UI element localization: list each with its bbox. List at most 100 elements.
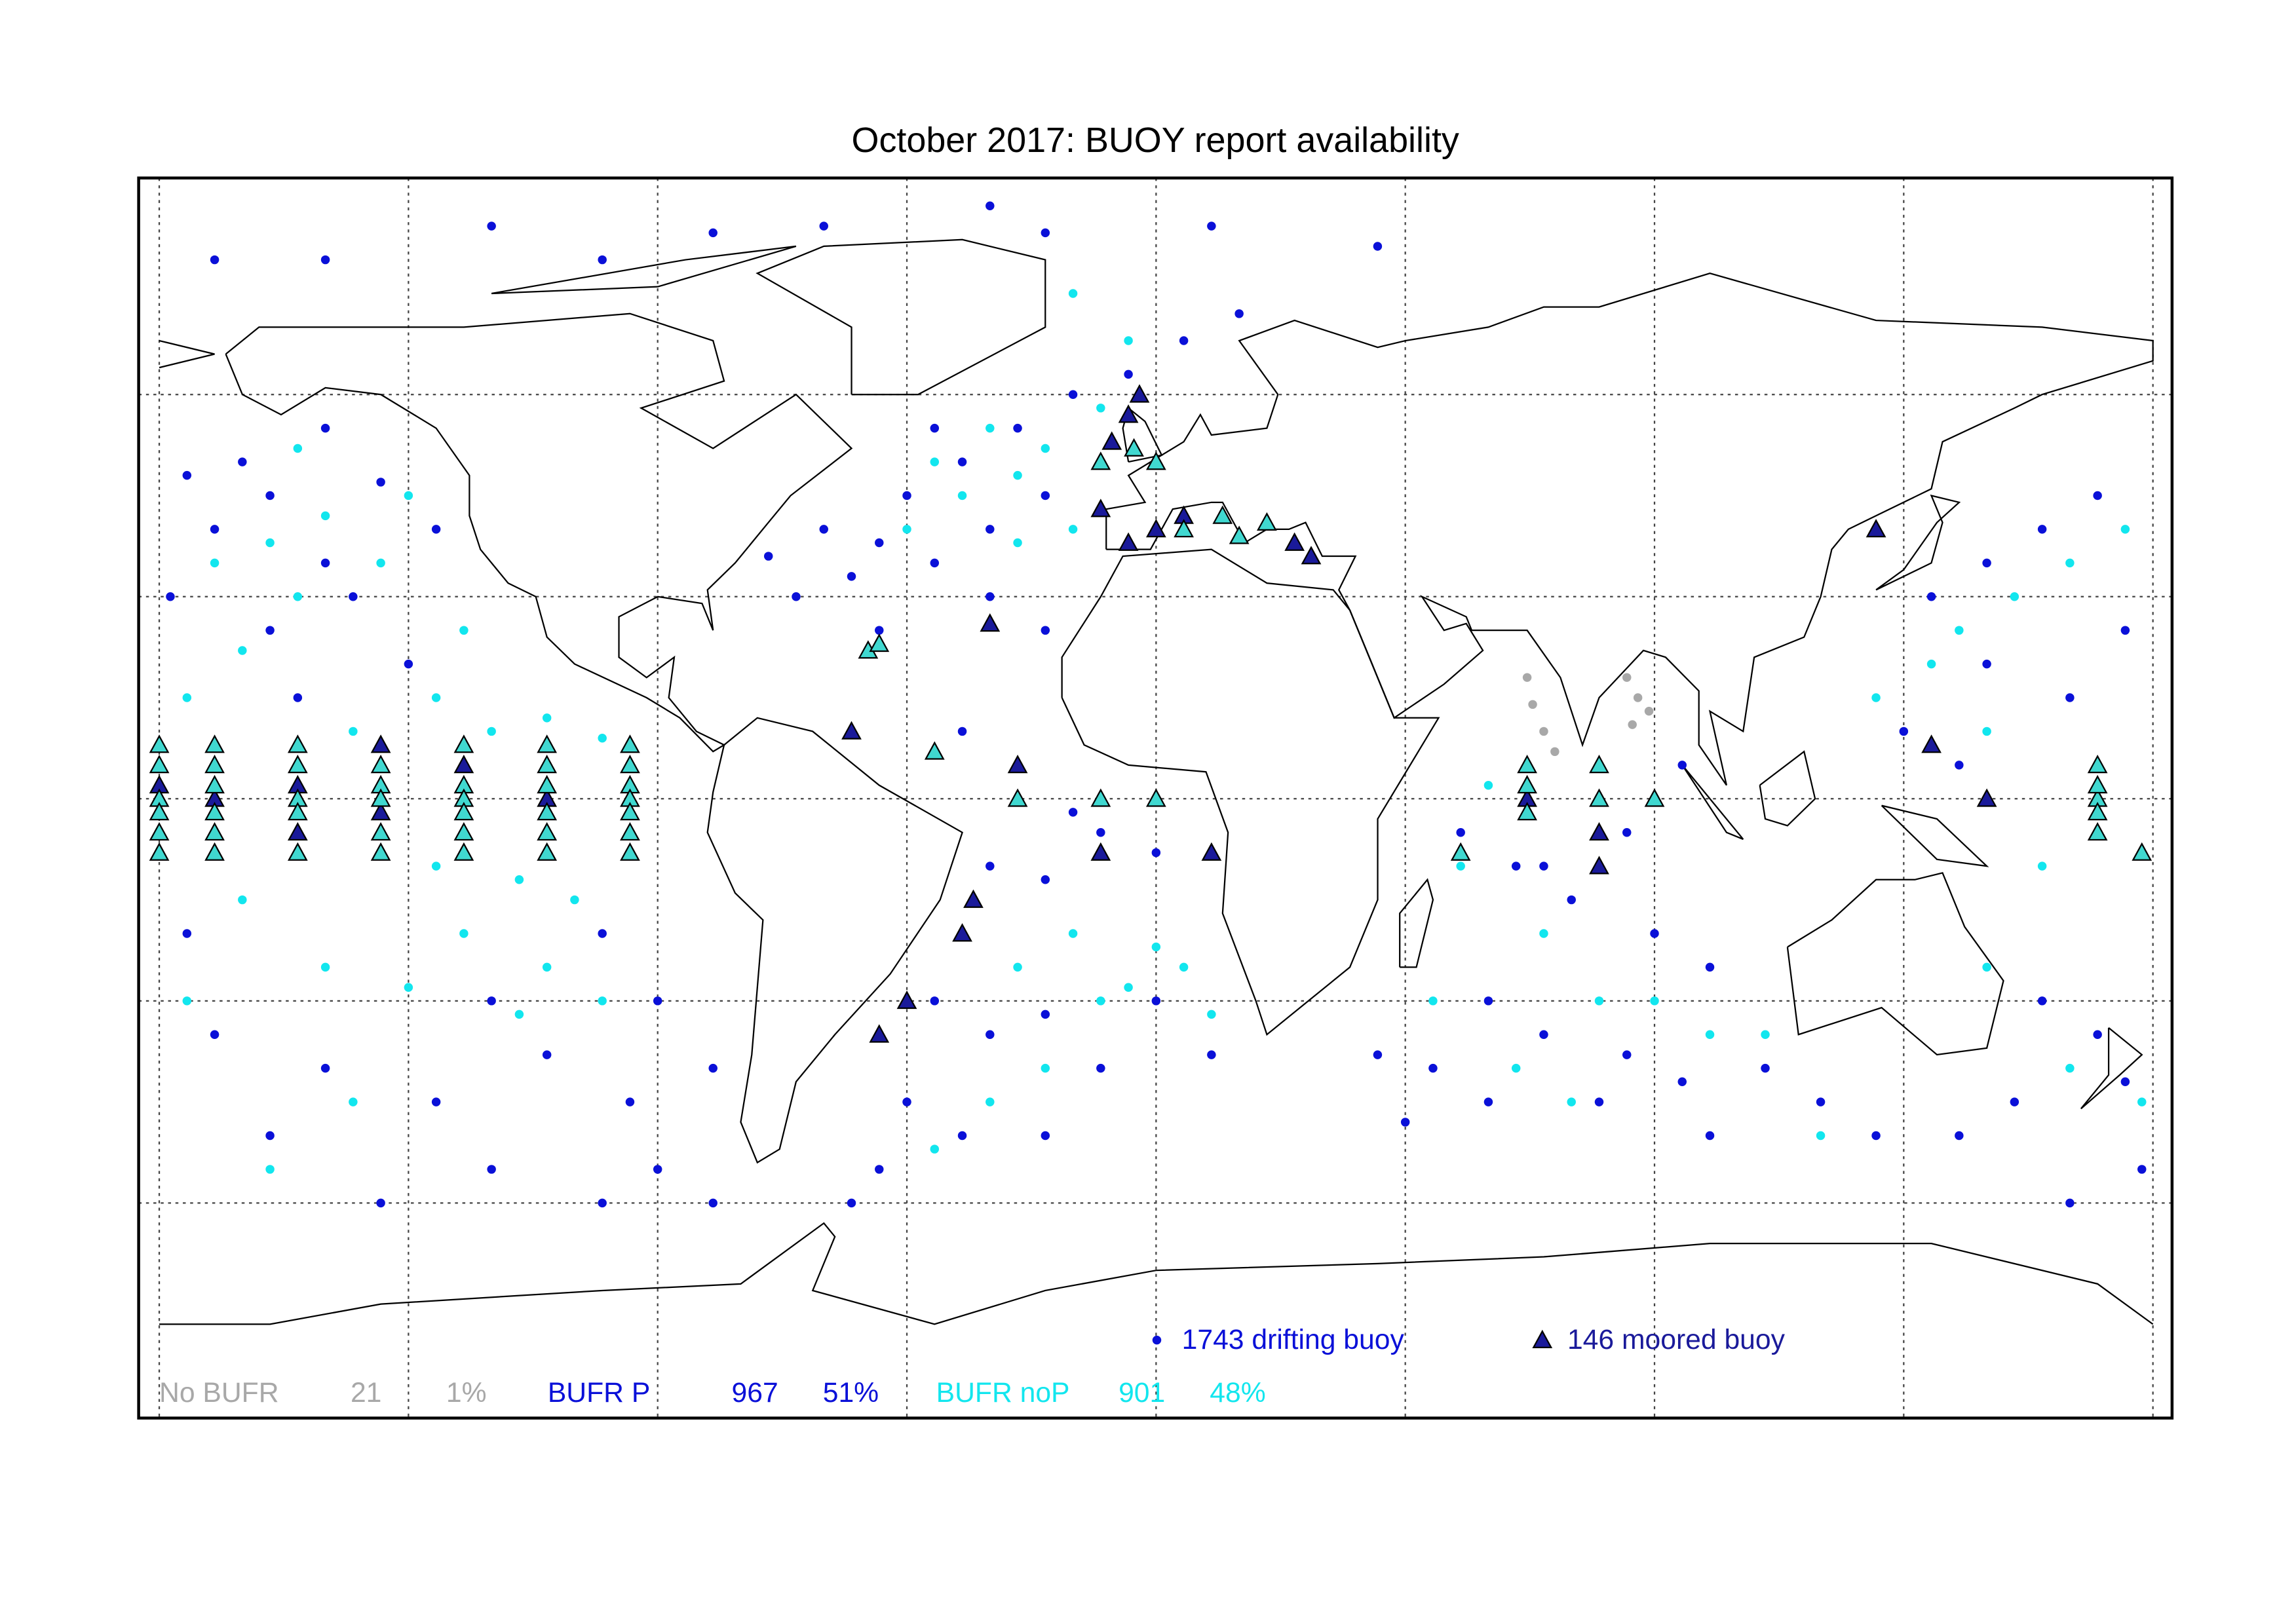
drifting-buoy: [404, 659, 413, 669]
drifting-buoy: [1124, 983, 1133, 992]
drifting-buoy: [1955, 626, 1964, 635]
moored-buoy: [1257, 512, 1277, 531]
drifting-buoy: [875, 1165, 884, 1174]
moored-buoy: [149, 734, 170, 753]
drifting-buoy: [2010, 1097, 2019, 1106]
drifting-buoy: [1871, 693, 1881, 702]
drifting-buoy: [1151, 942, 1161, 952]
buoys: [149, 201, 2152, 1208]
drifting-buoy: [1456, 827, 1465, 837]
drifting-buoy: [265, 491, 275, 500]
drifting-buoy: [2120, 626, 2130, 635]
moored-buoy: [370, 802, 391, 821]
moored-buoy: [1589, 856, 1609, 875]
drifting-buoy: [1373, 242, 1383, 251]
footer-name: BUFR noP: [936, 1377, 1070, 1408]
drifting-buoy: [487, 727, 496, 736]
drifting-buoy: [985, 861, 995, 871]
drifting-buoy: [1705, 1030, 1715, 1039]
footer-percent: 51%: [823, 1377, 879, 1408]
drifting-buoy: [1650, 929, 1659, 938]
drifting-buoy: [182, 470, 192, 480]
drifting-buoy: [265, 626, 275, 635]
coastline: [1786, 872, 2004, 1056]
moored-buoy: [453, 802, 474, 821]
drifting-buoy: [1068, 808, 1078, 817]
drifting-buoy: [349, 592, 358, 601]
moored-buoy: [2132, 842, 2152, 861]
moored-buoy: [1090, 788, 1111, 807]
drifting-buoy: [2137, 1165, 2147, 1174]
drifting-buoy: [238, 895, 247, 905]
drifting-buoy: [320, 511, 330, 521]
drifting-buoy: [1677, 1077, 1687, 1086]
drifting-buoy: [1522, 673, 1532, 682]
moored-buoy: [537, 802, 558, 821]
drifting-buoy: [320, 962, 330, 972]
moored-buoy: [1174, 519, 1194, 538]
drifting-buoy: [2093, 491, 2102, 500]
drifting-buoy: [2010, 592, 2019, 601]
drifting-buoy: [1068, 289, 1078, 298]
moored-buoy: [1129, 384, 1150, 403]
drifting-buoy: [431, 525, 441, 534]
coastline: [2080, 1027, 2143, 1110]
drifting-buoy: [210, 1030, 220, 1039]
drifting-buoy: [819, 221, 828, 231]
moored-buoy: [1976, 788, 1997, 807]
moored-buoy: [869, 633, 890, 652]
moored-buoy: [1101, 431, 1122, 450]
drifting-buoy: [514, 875, 524, 884]
drifting-buoy: [1456, 861, 1465, 871]
drifting-buoy: [985, 1097, 995, 1106]
drifting-buoy: [598, 1198, 607, 1208]
drifting-buoy: [542, 1050, 552, 1059]
moored-buoy: [149, 755, 170, 774]
moored-buoy: [1145, 788, 1166, 807]
drifting-buoy: [1041, 1010, 1050, 1019]
drifting-buoy: [320, 558, 330, 568]
moored-buoy: [287, 802, 308, 821]
drifting-buoy: [1041, 444, 1050, 453]
moored-buoy: [1589, 821, 1609, 841]
drifting-buoy: [1151, 848, 1161, 858]
coastline: [1105, 273, 2154, 786]
moored-buoy: [2087, 802, 2108, 821]
drifting-buoy: [376, 558, 385, 568]
moored-buoy: [1145, 451, 1166, 470]
drifting-buoy: [875, 538, 884, 548]
moored-buoy: [620, 821, 640, 841]
moored-buoy: [1229, 525, 1250, 544]
drifting-buoy: [1068, 929, 1078, 938]
drifting-buoy: [1594, 1097, 1604, 1106]
coastline: [1399, 878, 1434, 968]
coastline: [159, 339, 215, 369]
footer-count: 21: [351, 1377, 381, 1408]
drifting-buoy: [265, 538, 275, 548]
drifting-buoy: [542, 962, 552, 972]
moored-buoy: [1450, 842, 1471, 861]
drifting-buoy: [1816, 1131, 1826, 1141]
moored-buoy: [1090, 499, 1111, 518]
drifting-buoy: [431, 1097, 441, 1106]
drifting-buoy: [210, 255, 220, 265]
drifting-buoy: [1234, 309, 1244, 318]
drifting-buoy: [902, 525, 911, 534]
drifting-buoy: [1622, 827, 1632, 837]
drifting-buoy: [1633, 693, 1643, 702]
moored-buoy: [2087, 821, 2108, 841]
drifting-buoy: [1567, 895, 1576, 905]
moored-buoy: [370, 788, 391, 807]
moored-buoy: [1124, 438, 1144, 457]
drifting-buoy: [293, 444, 303, 453]
moored-buoy: [204, 821, 225, 841]
drifting-buoy: [1761, 1030, 1770, 1039]
drifting-buoy: [1899, 727, 1909, 736]
moored-buoy: [1589, 755, 1609, 774]
drifting-buoy: [598, 733, 607, 743]
drifting-buoy: [238, 457, 247, 466]
moored-buoy: [1007, 755, 1028, 774]
drifting-buoy: [2093, 1030, 2102, 1039]
drifting-buoy: [1511, 861, 1521, 871]
